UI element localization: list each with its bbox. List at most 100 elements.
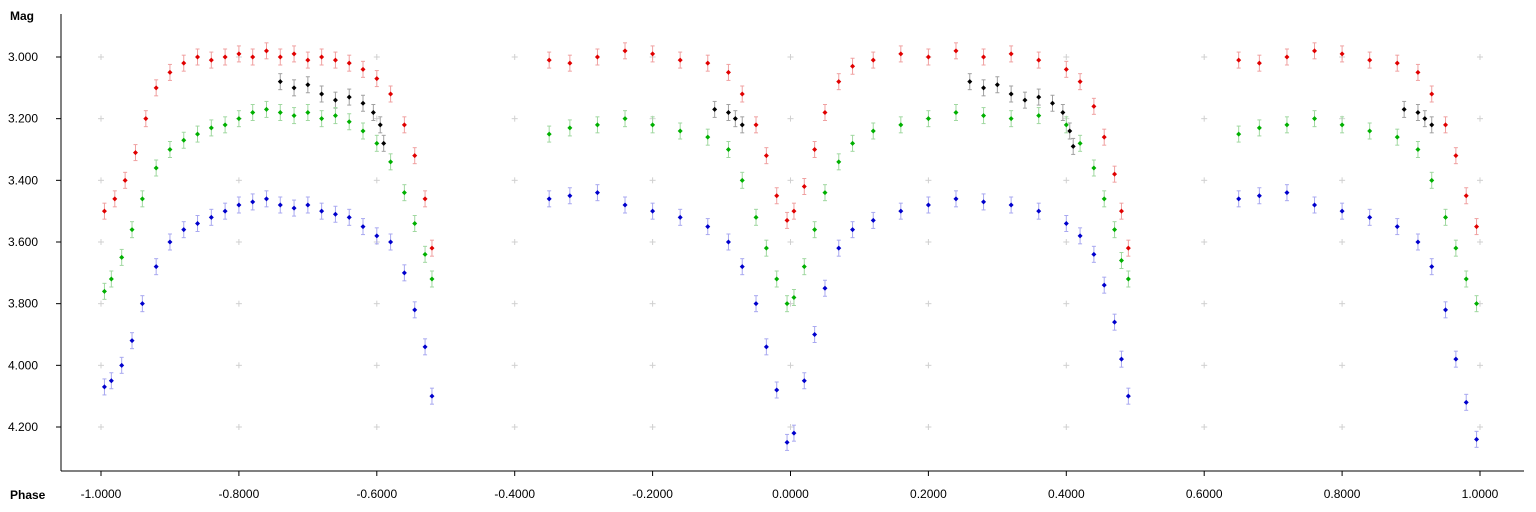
data-point: [1101, 282, 1107, 288]
data-point: [791, 208, 797, 214]
data-point: [925, 116, 931, 122]
data-point: [753, 122, 759, 128]
data-point: [319, 116, 325, 122]
data-point: [836, 245, 842, 251]
data-point: [774, 387, 780, 393]
data-point: [725, 69, 731, 75]
data-point: [1118, 208, 1124, 214]
y-tick-label: 4.200: [8, 420, 38, 434]
data-point: [108, 378, 114, 384]
data-point: [705, 224, 711, 230]
data-point: [732, 116, 738, 122]
data-point: [388, 239, 394, 245]
data-point: [725, 239, 731, 245]
data-point: [181, 137, 187, 143]
data-point: [1063, 221, 1069, 226]
data-point: [208, 125, 214, 131]
data-point: [812, 227, 818, 233]
data-point: [712, 106, 718, 112]
data-point: [763, 245, 769, 251]
data-point: [1463, 399, 1469, 405]
data-point: [677, 57, 683, 63]
x-tick-label: -0.6000: [356, 487, 397, 501]
data-point: [650, 122, 656, 128]
data-point: [1443, 214, 1449, 220]
data-point: [129, 227, 135, 233]
data-point: [412, 221, 418, 226]
data-point: [1112, 227, 1118, 233]
data-point: [546, 131, 552, 137]
data-point: [791, 430, 797, 436]
data-point: [381, 140, 387, 146]
data-point: [594, 190, 600, 196]
data-point: [1453, 356, 1459, 362]
data-point: [108, 276, 114, 282]
data-point: [1429, 177, 1435, 183]
y-tick-label: 3.600: [8, 235, 38, 249]
data-point: [1060, 110, 1066, 115]
data-point: [139, 196, 145, 202]
x-tick-label: -0.4000: [494, 487, 535, 501]
data-point: [1125, 245, 1131, 251]
data-point: [1312, 116, 1318, 122]
data-point: [122, 177, 128, 183]
data-point: [822, 110, 828, 115]
data-point: [167, 69, 173, 75]
data-point: [1415, 110, 1421, 115]
data-point: [332, 113, 338, 119]
x-tick-label: 0.0000: [772, 487, 809, 501]
data-point: [784, 439, 790, 445]
data-point: [360, 128, 366, 134]
data-point: [1415, 147, 1421, 152]
data-point: [370, 110, 376, 115]
data-point: [994, 82, 1000, 88]
data-point: [967, 79, 973, 85]
data-point: [1101, 196, 1107, 202]
data-point: [739, 122, 745, 128]
data-point: [850, 63, 856, 69]
data-point: [705, 60, 711, 66]
data-point: [181, 227, 187, 233]
data-point: [305, 82, 311, 88]
data-point: [429, 276, 435, 282]
data-point: [305, 57, 311, 63]
y-axis-ticks: 3.000 3.200 3.400 3.600 3.800 4.000 4.200: [8, 50, 61, 434]
x-tick-label: 0.4000: [1048, 487, 1085, 501]
data-point: [1022, 97, 1028, 103]
data-point: [332, 211, 338, 217]
data-point: [925, 54, 931, 60]
data-point: [822, 190, 828, 196]
data-point: [1091, 165, 1097, 171]
data-point: [801, 264, 807, 270]
data-point: [412, 153, 418, 159]
data-point: [836, 79, 842, 85]
data-point: [953, 110, 959, 115]
data-point: [1394, 224, 1400, 230]
x-tick-label: -1.0000: [81, 487, 122, 501]
data-point: [546, 196, 552, 202]
data-point: [112, 196, 118, 202]
data-point: [277, 110, 283, 115]
data-point: [374, 76, 380, 82]
data-point: [277, 79, 283, 85]
data-point: [1394, 134, 1400, 140]
data-point: [319, 54, 325, 60]
data-point: [1036, 57, 1042, 63]
data-point: [388, 91, 394, 97]
data-point: [567, 125, 573, 131]
data-point: [263, 196, 269, 202]
data-point: [763, 344, 769, 350]
x-axis-title: Phase: [10, 488, 46, 502]
data-point: [622, 48, 628, 54]
data-point: [429, 393, 435, 399]
data-point: [1112, 319, 1118, 325]
data-point: [195, 131, 201, 137]
data-point: [981, 85, 987, 91]
data-point: [250, 110, 256, 115]
data-point: [1367, 214, 1373, 220]
data-point: [1067, 128, 1073, 134]
data-point: [650, 51, 656, 57]
data-point: [1339, 122, 1345, 128]
data-point: [791, 295, 797, 300]
